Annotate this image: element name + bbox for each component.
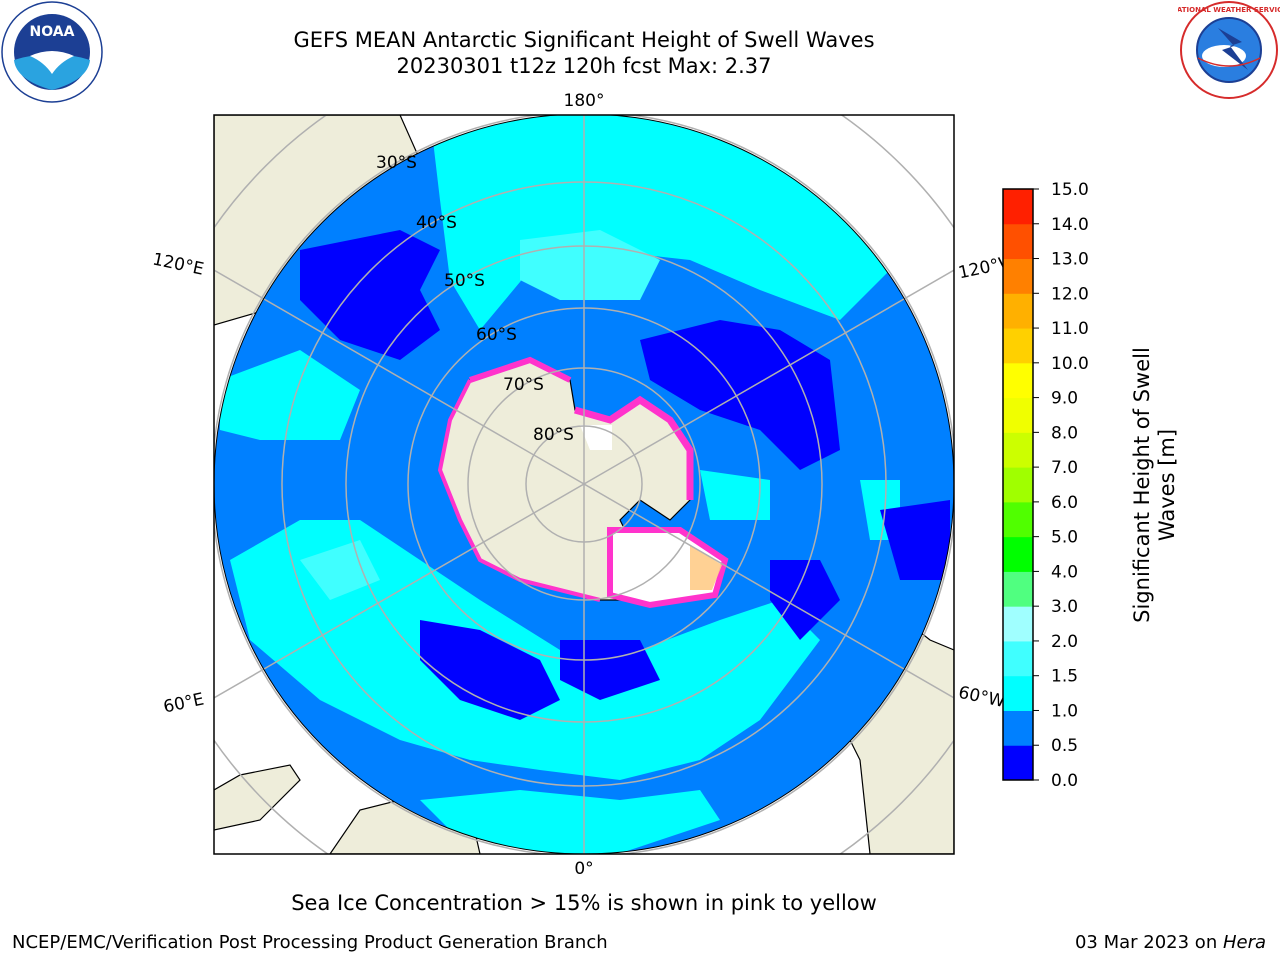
lon-label-60e: 60°E [162,689,206,717]
colorbar-swatch [1003,258,1033,294]
lat-label-50s: 50°S [444,271,485,291]
noaa-logo-text: NOAA [30,24,75,40]
colorbar-swatch [1003,397,1033,433]
colorbar-swatch [1003,606,1033,642]
lon-label-0: 0° [574,859,593,879]
colorbar-tick-label: 3.0 [1051,597,1078,617]
colorbar-label-line2: Waves [m] [1155,428,1179,542]
colorbar-tick-label: 15.0 [1051,180,1089,200]
colorbar-tick-label: 7.0 [1051,458,1078,478]
lat-label-80s: 80°S [533,425,574,445]
lat-label-40s: 40°S [416,213,457,233]
colorbar-tick-label: 14.0 [1051,215,1089,235]
branch-credit: NCEP/EMC/Verification Post Processing Pr… [12,932,608,953]
colorbar-border [1002,188,1034,781]
colorbar-tick-label: 1.0 [1051,701,1078,721]
noaa-logo: NOAA [1,1,103,103]
colorbar-swatch [1003,675,1033,711]
map-area: 30°S 40°S 50°S 60°S 70°S 80°S [214,115,954,854]
colorbar-tick-label: 9.0 [1051,389,1078,409]
nws-logo-text: NATIONAL WEATHER SERVICE [1178,6,1280,14]
colorbar-swatch [1003,189,1033,225]
lon-label-60w: 60°W [957,683,1007,712]
colorbar-tick-label: 5.0 [1051,528,1078,548]
colorbar-tick-label: 10.0 [1051,354,1089,374]
lat-label-70s: 70°S [503,375,544,395]
map-title: GEFS MEAN Antarctic Significant Height o… [293,28,875,52]
map-subtitle: 20230301 t12z 120h fcst Max: 2.37 [396,54,772,78]
lon-label-120e: 120°E [151,249,206,279]
lon-label-180: 180° [564,91,605,111]
sea-ice-note: Sea Ice Concentration > 15% is shown in … [291,891,877,915]
colorbar: 0.0 0.5 1.0 1.5 2.0 3.0 4.0 5.0 6.0 7.0 8.0 9.0 10.0… [1002,180,1089,791]
colorbar-swatch [1003,467,1033,503]
colorbar-swatch [1003,223,1033,260]
colorbar-swatch [1003,571,1033,607]
colorbar-swatch [1003,432,1033,468]
colorbar-tick-label: 11.0 [1051,319,1089,339]
colorbar-tick-label: 1.5 [1051,667,1078,687]
colorbar-tick-label: 0.5 [1051,736,1078,756]
colorbar-tick-label: 6.0 [1051,493,1078,513]
colorbar-label-line1: Significant Height of Swell [1130,347,1154,623]
colorbar-swatch [1003,362,1033,399]
lat-label-60s: 60°S [476,325,517,345]
colorbar-swatch [1003,328,1033,364]
date-host: 03 Mar 2023 on Hera [1075,932,1266,953]
colorbar-swatch [1003,710,1033,746]
colorbar-tick-label: 4.0 [1051,562,1078,582]
colorbar-swatch [1003,501,1033,538]
lat-label-30s: 30°S [376,153,417,173]
colorbar-tick-label: 2.0 [1051,632,1078,652]
map-border [213,114,955,855]
colorbar-swatch [1003,745,1033,781]
colorbar-tick-label: 8.0 [1051,423,1078,443]
nws-logo: NATIONAL WEATHER SERVICE [1178,1,1280,99]
host-name: Hera [1222,932,1266,953]
colorbar-tick-label: 13.0 [1051,250,1089,270]
colorbar-tick-label: 12.0 [1051,284,1089,304]
run-date: 03 Mar 2023 on [1074,932,1223,953]
colorbar-swatch [1003,536,1033,572]
colorbar-tick-label: 0.0 [1051,771,1078,791]
colorbar-swatch [1003,293,1033,329]
colorbar-swatch [1003,640,1033,677]
